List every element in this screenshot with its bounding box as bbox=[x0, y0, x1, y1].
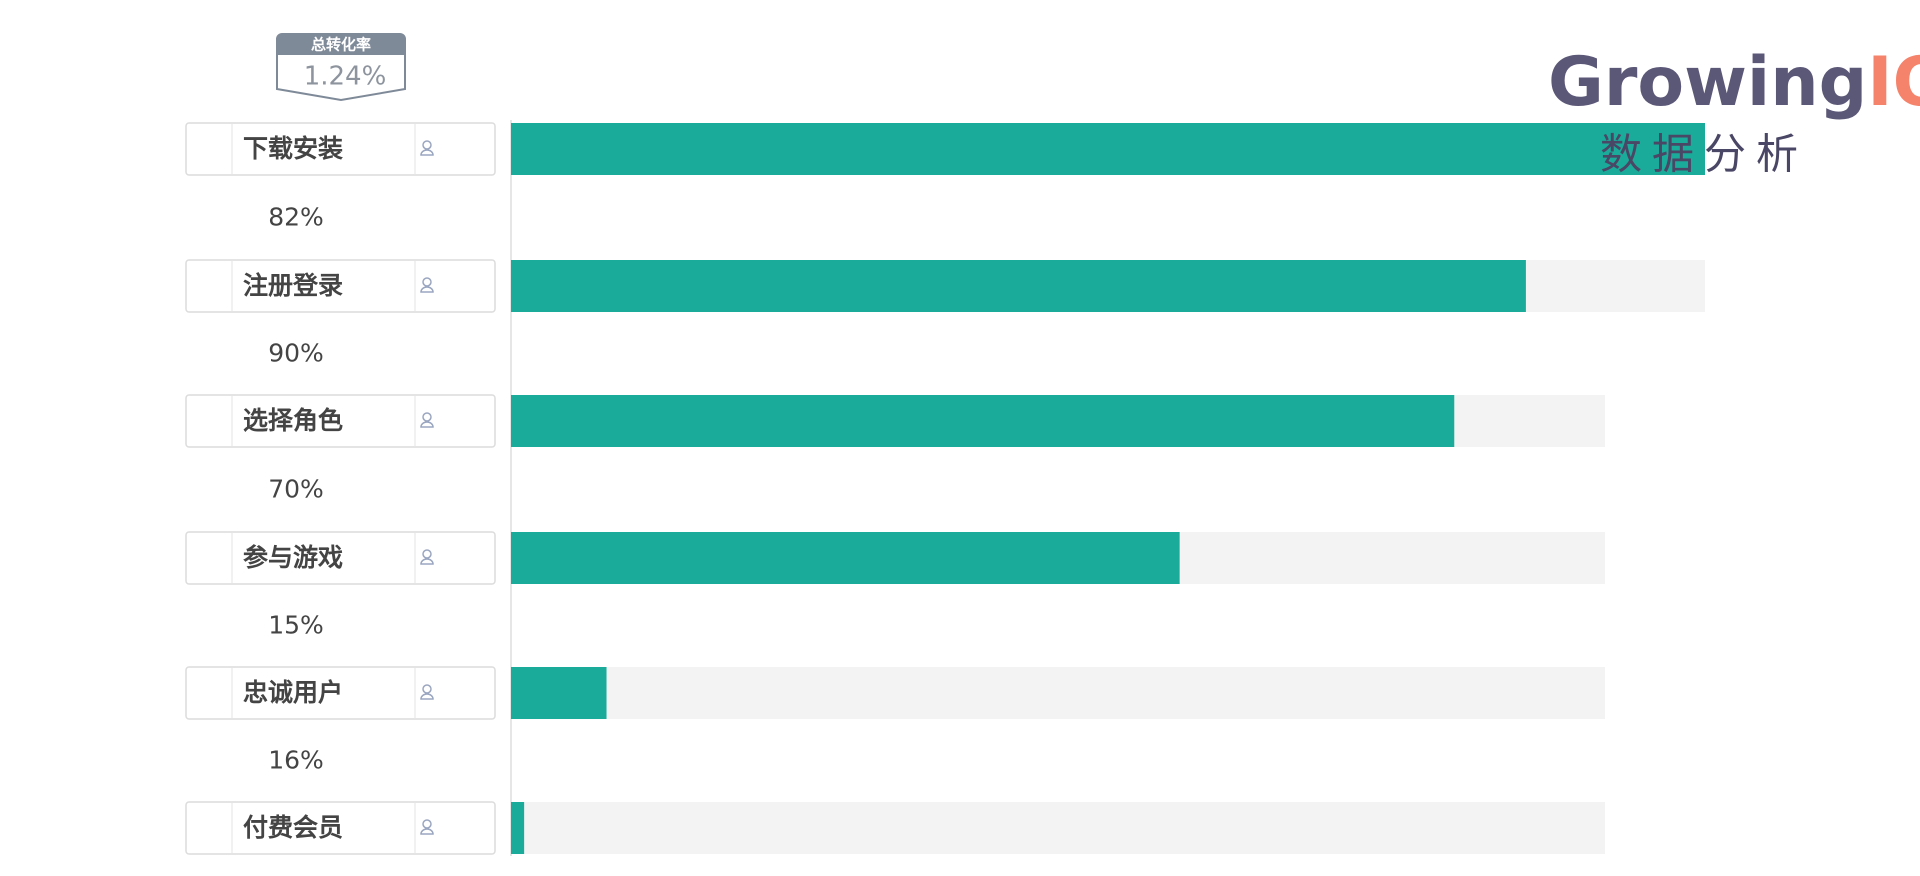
bar bbox=[511, 260, 1526, 312]
stage: 付费会员 bbox=[185, 801, 1605, 855]
bar bbox=[511, 395, 1455, 447]
user-icon bbox=[422, 412, 432, 422]
stage-name: 参与游戏 bbox=[243, 543, 343, 572]
conversion-rate: 15% bbox=[268, 611, 324, 640]
bar bbox=[511, 532, 1180, 584]
conversion-rate: 70% bbox=[268, 475, 324, 504]
conversion-rate: 82% bbox=[268, 203, 324, 232]
user-icon bbox=[422, 819, 432, 829]
total-value: 1.24% bbox=[304, 62, 387, 92]
stage-name: 付费会员 bbox=[243, 813, 343, 842]
stage-box bbox=[185, 801, 496, 855]
user-icon bbox=[422, 549, 432, 559]
stage-box bbox=[185, 394, 496, 448]
bar bbox=[511, 802, 525, 854]
conversion-rate: 90% bbox=[268, 339, 324, 368]
user-icon bbox=[420, 421, 434, 428]
stage: 参与游戏 bbox=[185, 531, 1605, 585]
user-icon bbox=[422, 277, 432, 287]
stage-name: 忠诚用户 bbox=[243, 678, 343, 707]
stage-box bbox=[185, 122, 496, 176]
user-icon bbox=[420, 286, 434, 293]
stage-box bbox=[185, 666, 496, 720]
stage: 忠诚用户 bbox=[185, 666, 1605, 720]
stage-box bbox=[185, 531, 496, 585]
stage: 选择角色 bbox=[185, 394, 1605, 448]
stage-box bbox=[185, 259, 496, 313]
bar bbox=[511, 123, 1705, 175]
bar-track bbox=[511, 667, 1605, 719]
user-icon bbox=[422, 684, 432, 694]
user-icon bbox=[420, 149, 434, 156]
user-icon bbox=[420, 828, 434, 835]
logo-brand: GrowingIO bbox=[1548, 43, 1920, 122]
bar bbox=[511, 667, 607, 719]
badge-head bbox=[277, 34, 405, 55]
stage-name: 下载安装 bbox=[243, 134, 343, 163]
total-badge: 总转化率 1.24% bbox=[276, 33, 406, 102]
bar-track bbox=[511, 802, 1605, 854]
stage-name: 选择角色 bbox=[243, 406, 343, 435]
conversion-rate: 16% bbox=[268, 746, 324, 775]
user-icon bbox=[422, 140, 432, 150]
stage: 注册登录 bbox=[185, 259, 1705, 313]
user-icon bbox=[420, 558, 434, 565]
stage: 下载安装 bbox=[185, 122, 1705, 176]
user-icon bbox=[420, 693, 434, 700]
logo-tagline: 数据分析 bbox=[1600, 130, 1808, 179]
logo: GrowingIO 数据分析 bbox=[1548, 43, 1920, 179]
total-label: 总转化率 bbox=[311, 36, 371, 54]
stage-name: 注册登录 bbox=[243, 271, 343, 300]
